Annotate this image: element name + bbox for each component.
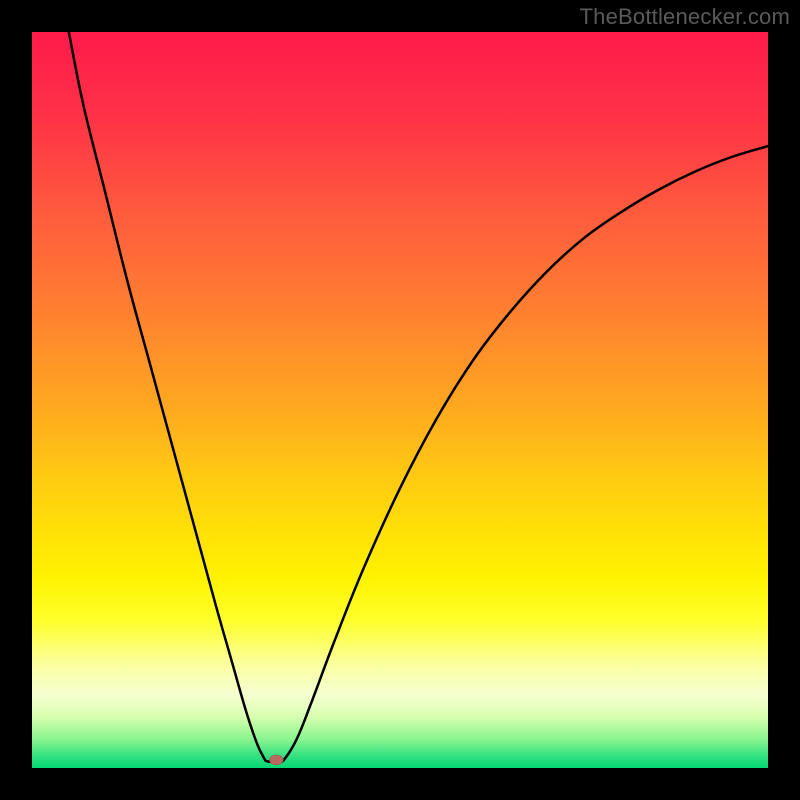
optimal-point-marker <box>269 755 283 765</box>
watermark-text: TheBottlenecker.com <box>580 4 790 30</box>
chart-svg <box>0 0 800 800</box>
bottleneck-chart: TheBottlenecker.com <box>0 0 800 800</box>
plot-background <box>32 32 768 768</box>
